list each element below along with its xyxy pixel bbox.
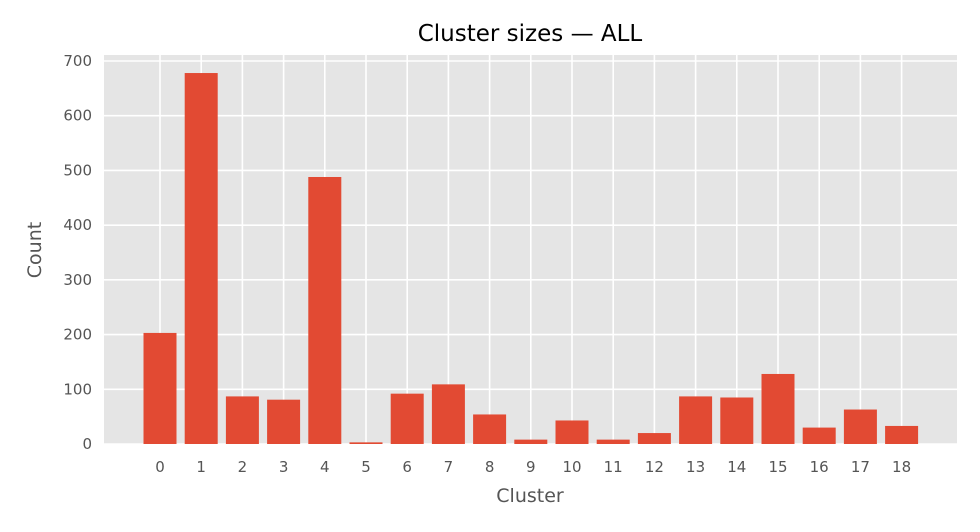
bar-cluster-8 bbox=[473, 414, 507, 444]
x-tick-label: 4 bbox=[320, 458, 330, 476]
bar-cluster-10 bbox=[555, 420, 589, 444]
x-tick-label: 17 bbox=[851, 458, 870, 476]
bar-cluster-7 bbox=[431, 384, 465, 444]
y-tick-labels: 0 100 200 300 400 500 600 700 bbox=[63, 52, 92, 453]
x-tick-label: 10 bbox=[562, 458, 581, 476]
x-tick-label: 0 bbox=[155, 458, 165, 476]
x-tick-label: 5 bbox=[361, 458, 371, 476]
x-tick-label: 7 bbox=[444, 458, 454, 476]
bar-cluster-0 bbox=[143, 332, 177, 444]
y-tick-label: 300 bbox=[63, 271, 92, 289]
bar-cluster-16 bbox=[802, 427, 836, 444]
chart-title: Cluster sizes — ALL bbox=[418, 21, 643, 47]
x-tick-label: 15 bbox=[768, 458, 787, 476]
bar-cluster-15 bbox=[761, 373, 795, 444]
y-tick-label: 0 bbox=[82, 435, 92, 453]
bar-cluster-11 bbox=[596, 439, 630, 444]
bar-cluster-14 bbox=[720, 397, 754, 444]
x-tick-label: 2 bbox=[238, 458, 248, 476]
bar-cluster-1 bbox=[184, 73, 218, 444]
bar-cluster-2 bbox=[225, 396, 259, 444]
bar-cluster-9 bbox=[514, 439, 548, 444]
bar-cluster-17 bbox=[843, 409, 877, 444]
x-tick-label: 8 bbox=[485, 458, 495, 476]
bar-cluster-13 bbox=[679, 396, 713, 444]
x-tick-label: 11 bbox=[604, 458, 623, 476]
x-tick-label: 12 bbox=[645, 458, 664, 476]
x-tick-label: 3 bbox=[279, 458, 289, 476]
bar-cluster-3 bbox=[267, 399, 301, 444]
x-tick-label: 13 bbox=[686, 458, 705, 476]
x-tick-label: 14 bbox=[727, 458, 746, 476]
y-tick-label: 100 bbox=[63, 380, 92, 398]
bar-cluster-4 bbox=[308, 176, 342, 444]
x-tick-label: 1 bbox=[196, 458, 206, 476]
x-tick-label: 6 bbox=[402, 458, 412, 476]
bar-cluster-12 bbox=[637, 433, 671, 444]
x-tick-label: 9 bbox=[526, 458, 536, 476]
x-tick-labels: 0 1 2 3 4 5 6 7 8 9 10 11 12 13 14 15 16 17 18 bbox=[155, 458, 911, 476]
bar-cluster-6 bbox=[390, 393, 424, 444]
y-tick-label: 200 bbox=[63, 326, 92, 344]
bar-cluster-5 bbox=[349, 442, 383, 444]
bars bbox=[143, 73, 919, 444]
x-tick-label: 16 bbox=[810, 458, 829, 476]
y-tick-label: 600 bbox=[63, 107, 92, 125]
y-tick-label: 500 bbox=[63, 161, 92, 179]
x-tick-label: 18 bbox=[892, 458, 911, 476]
y-axis-label: Count bbox=[24, 222, 46, 278]
bar-cluster-18 bbox=[885, 425, 919, 444]
y-tick-label: 400 bbox=[63, 216, 92, 234]
y-tick-label: 700 bbox=[63, 52, 92, 70]
x-axis-label: Cluster bbox=[496, 485, 564, 507]
